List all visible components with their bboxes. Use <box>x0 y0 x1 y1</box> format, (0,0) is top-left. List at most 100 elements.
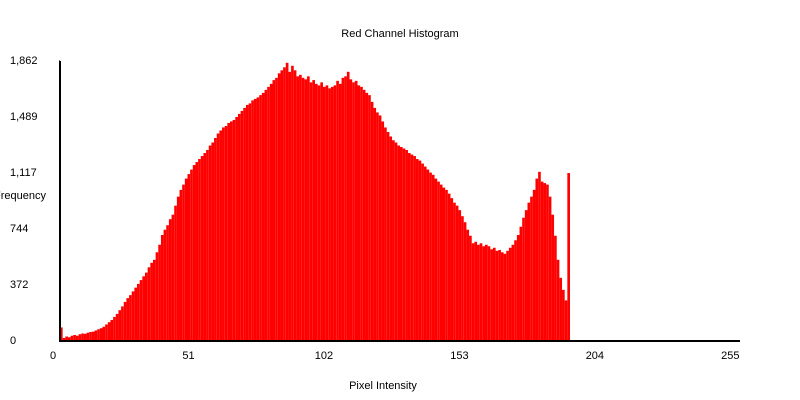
bar <box>386 131 390 341</box>
bar <box>328 88 331 341</box>
bar <box>206 150 209 341</box>
bar <box>259 95 262 341</box>
bar <box>75 335 79 341</box>
bar <box>291 65 294 342</box>
bar <box>532 189 536 341</box>
bar <box>78 334 82 341</box>
bar <box>86 332 90 341</box>
bar <box>293 70 297 342</box>
bar <box>400 147 403 341</box>
y-tick-label: 1,489 <box>10 111 38 123</box>
bar <box>115 313 119 341</box>
bar <box>102 326 106 341</box>
bar <box>283 67 286 341</box>
bar <box>137 283 140 341</box>
bar <box>551 214 555 341</box>
bar <box>214 137 217 341</box>
bar <box>184 178 188 341</box>
bar <box>62 337 66 341</box>
bar <box>445 189 448 341</box>
bar <box>333 85 337 341</box>
bar <box>94 330 98 341</box>
bar <box>562 289 565 341</box>
bar <box>301 77 305 341</box>
bar <box>357 85 361 341</box>
bar <box>439 184 443 341</box>
bar <box>530 196 533 341</box>
bar <box>70 335 74 341</box>
bar <box>73 334 76 341</box>
bar <box>89 331 92 341</box>
bar <box>126 298 130 341</box>
bar <box>118 310 122 341</box>
bar <box>564 300 568 341</box>
y-tick-label: 1,117 <box>10 167 37 179</box>
bar <box>554 235 557 341</box>
bar <box>253 98 257 341</box>
bar <box>312 80 315 341</box>
bar <box>60 327 63 341</box>
y-tick-label: 372 <box>10 279 28 291</box>
bar <box>304 79 308 342</box>
bar <box>426 169 430 341</box>
bar <box>264 89 268 341</box>
y-tick-label: 744 <box>10 223 28 235</box>
bar <box>418 160 422 341</box>
bar <box>447 193 451 341</box>
x-axis-label: Pixel Intensity <box>349 380 417 392</box>
bar <box>503 253 507 341</box>
bar <box>216 133 220 341</box>
bar <box>235 116 238 341</box>
bar <box>330 86 334 342</box>
bar <box>487 246 491 341</box>
bar <box>131 291 135 341</box>
bar <box>373 107 377 341</box>
bar <box>471 243 475 341</box>
bar <box>368 95 371 341</box>
bar <box>466 229 470 341</box>
bar <box>360 86 363 342</box>
bar <box>320 82 323 341</box>
bar <box>344 76 347 341</box>
bar <box>203 153 207 341</box>
bar <box>567 173 570 341</box>
bar <box>155 252 159 341</box>
bar <box>160 234 164 341</box>
bar <box>113 316 116 341</box>
bar <box>269 83 273 341</box>
bar <box>442 187 446 341</box>
bar <box>354 80 358 342</box>
bar <box>227 122 230 341</box>
bar <box>129 295 132 341</box>
bar <box>498 250 501 341</box>
bar <box>392 140 395 341</box>
bar <box>187 174 191 341</box>
bar <box>479 243 483 341</box>
bar <box>381 121 385 341</box>
x-tick-label: 0 <box>50 350 56 362</box>
bar <box>182 184 185 341</box>
bar <box>431 174 435 341</box>
y-tick-label: 0 <box>10 335 16 347</box>
bar <box>490 249 493 341</box>
bar <box>198 159 201 341</box>
bar <box>171 214 175 341</box>
bar <box>195 162 199 341</box>
bar <box>474 241 478 341</box>
chart-title: Red Channel Histogram <box>341 28 458 40</box>
bar <box>522 217 525 341</box>
bar <box>147 267 151 341</box>
bar <box>461 216 464 341</box>
bar <box>506 250 509 341</box>
bar <box>123 301 127 341</box>
bar <box>190 169 193 341</box>
bar <box>261 92 265 341</box>
bar <box>222 127 225 342</box>
bar <box>485 244 488 341</box>
bar <box>450 198 454 341</box>
bar <box>378 115 382 341</box>
bar <box>224 125 228 341</box>
bar <box>142 276 145 341</box>
bar <box>107 322 111 341</box>
bar <box>158 244 161 341</box>
